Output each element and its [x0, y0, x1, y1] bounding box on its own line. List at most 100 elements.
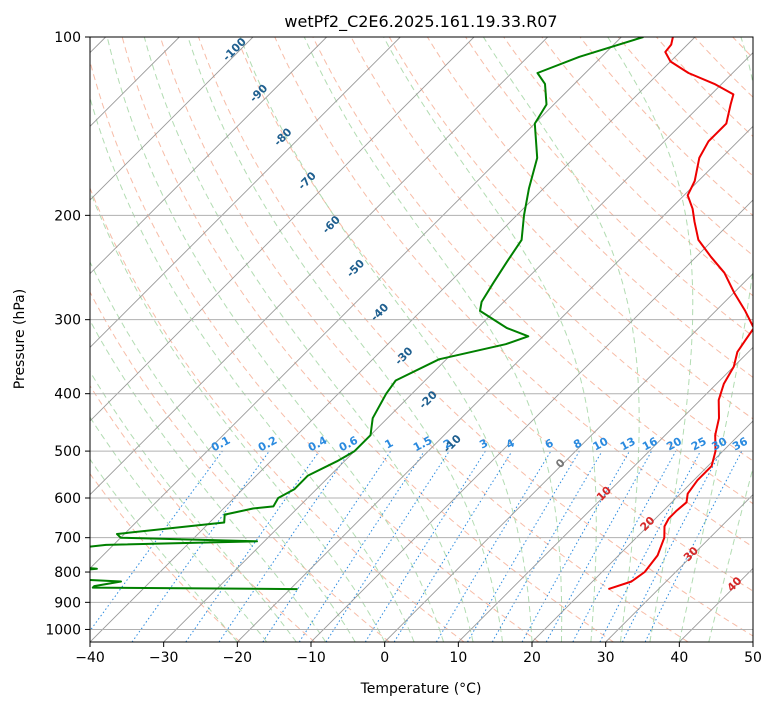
dry-adiabat-label: -20	[417, 388, 440, 411]
mixing-ratio-line	[572, 450, 677, 642]
mixing-ratio-label: 20	[664, 435, 684, 454]
isotherm	[531, 420, 753, 642]
y-tick-label: 100	[54, 30, 81, 46]
dry-adiabat	[121, 37, 614, 642]
isotherm	[90, 37, 475, 422]
mixing-ratio-line	[521, 450, 630, 642]
isotherm	[237, 125, 753, 642]
dry-adiabat	[236, 37, 753, 592]
mixing-ratio-line	[298, 450, 425, 642]
moist-adiabat	[106, 37, 445, 642]
y-tick-label: 800	[54, 565, 81, 581]
dry-adiabat	[159, 37, 689, 642]
moist-adiabat-label: 40	[725, 574, 745, 594]
dry-adiabat	[656, 37, 753, 138]
dewpoint-line	[90, 37, 644, 591]
mixing-ratio-label: 4	[504, 436, 517, 451]
dry-adiabat	[274, 37, 753, 548]
dry-adiabat-label: -90	[247, 81, 270, 104]
isotherm	[458, 346, 753, 642]
isotherm	[605, 494, 753, 642]
dry-adiabat	[90, 291, 390, 642]
isotherm	[752, 641, 753, 642]
isotherm	[310, 199, 753, 642]
moist-adiabat	[187, 37, 503, 642]
mixing-ratio-line	[185, 450, 320, 642]
moist-adiabat	[607, 37, 694, 642]
mixing-ratio-line	[364, 450, 486, 642]
moist-adiabat-label: 0	[553, 456, 568, 471]
moist-adiabat	[678, 37, 753, 642]
moist-adiabat	[303, 37, 563, 642]
moist-adiabat	[90, 370, 297, 642]
moist-adiabat	[90, 458, 238, 642]
chart-title: wetPf2_C2E6.2025.161.19.33.R07	[284, 12, 557, 32]
y-tick-label: 1000	[45, 622, 81, 638]
moist-adiabat-label: 20	[638, 514, 658, 534]
moist-adiabat	[708, 466, 753, 642]
y-tick-label: 300	[54, 313, 81, 329]
moist-adiabat-label: 10	[594, 483, 614, 503]
dry-adiabat	[732, 37, 753, 59]
x-tick-label: −10	[296, 650, 326, 666]
x-tick-label: −30	[149, 650, 179, 666]
moist-adiabat-label: 30	[681, 544, 701, 564]
background-lines	[90, 37, 753, 642]
isotherm	[90, 37, 548, 496]
isotherm	[90, 37, 401, 348]
mixing-ratio-line	[131, 450, 270, 642]
plot-frame	[89, 36, 754, 643]
temperature-line	[608, 37, 753, 591]
profile-lines	[90, 37, 753, 591]
x-tick-label: 40	[670, 650, 688, 666]
moist-adiabat	[239, 37, 533, 642]
dry-adiabat-label: -70	[296, 169, 319, 192]
y-tick-label: 600	[54, 491, 81, 507]
y-tick-label: 700	[54, 531, 81, 547]
dry-adiabat-label: -30	[392, 344, 415, 367]
dry-adiabat	[465, 37, 753, 338]
moist-adiabat	[143, 37, 474, 642]
mixing-ratio-line	[325, 450, 450, 642]
y-tick-label: 200	[54, 208, 81, 224]
mixing-ratio-label: 6	[543, 436, 556, 451]
line-labels: 0.1 0.2 0.4 0.6 1 1.5 2 3 4 6 8 10 13 16 20 25 30 36-100-…	[209, 35, 750, 594]
dry-adiabat	[503, 37, 753, 297]
mixing-ratio-label: 36	[730, 435, 750, 454]
x-tick-label: 20	[523, 650, 541, 666]
x-tick-label: 0	[380, 650, 389, 666]
dry-adiabat	[90, 384, 316, 642]
mixing-ratio-label: 30	[710, 435, 730, 454]
y-axis: 100 200 300 400 500 600 700 800 900 1000	[45, 30, 90, 638]
mixing-ratio-label: 25	[689, 435, 709, 454]
dry-adiabat	[350, 37, 753, 462]
y-tick-label: 400	[54, 387, 81, 403]
dry-adiabat	[694, 37, 753, 98]
moist-adiabat	[90, 189, 386, 642]
dry-adiabat	[388, 37, 753, 420]
y-axis-label: Pressure (hPa)	[12, 289, 28, 389]
isotherm	[384, 273, 753, 642]
isotherm	[90, 37, 254, 201]
dry-adiabat-label: -80	[271, 125, 294, 148]
isotherm	[90, 37, 622, 569]
isotherm	[90, 37, 696, 642]
moist-adiabat	[90, 319, 327, 642]
mixing-ratio-line	[545, 450, 653, 642]
mixing-ratio-line	[262, 450, 392, 642]
x-tick-label: −20	[223, 650, 253, 666]
moist-adiabat	[90, 416, 268, 642]
dry-adiabat-label: -50	[344, 257, 367, 280]
dry-adiabat-label: -100	[220, 35, 249, 64]
x-axis-label: Temperature (°C)	[360, 681, 482, 697]
dry-adiabat-label: -60	[320, 213, 343, 236]
y-tick-label: 500	[54, 444, 81, 460]
x-tick-label: 50	[744, 650, 762, 666]
mixing-ratio-label: 1	[383, 436, 396, 451]
mixing-ratio-line	[393, 450, 513, 642]
dry-adiabat	[90, 186, 465, 642]
x-tick-label: 30	[597, 650, 615, 666]
dry-adiabat	[426, 37, 753, 379]
dry-adiabat	[90, 59, 540, 642]
